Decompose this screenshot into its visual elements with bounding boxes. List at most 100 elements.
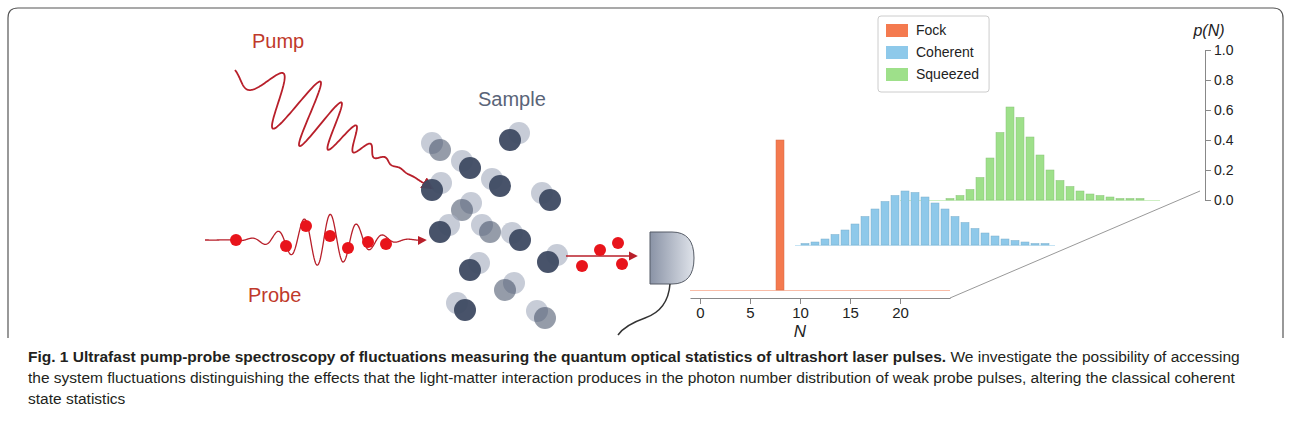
y-tick-label: 0.4 [1214, 132, 1234, 148]
bar [966, 190, 974, 201]
bar [941, 209, 949, 245]
legend-swatch [886, 24, 908, 37]
legend-label: Fock [916, 22, 947, 38]
x-tick: 20 [892, 298, 909, 321]
y-tick-mark [1205, 50, 1211, 51]
bar [936, 200, 944, 201]
caption: Fig. 1 Ultrafast pump-probe spectroscopy… [28, 346, 1263, 409]
bar [811, 242, 819, 245]
y-tick: 0.6 [1205, 102, 1234, 118]
bar [1046, 170, 1054, 200]
x-tick: 10 [792, 298, 809, 321]
bar [956, 196, 964, 201]
depth-edge [950, 191, 1200, 298]
pump-pulse [235, 70, 432, 188]
atom [537, 251, 559, 273]
legend-label: Squeezed [916, 66, 979, 82]
y-tick-label: 0.2 [1214, 162, 1234, 178]
bar [801, 244, 809, 246]
y-tick: 0.2 [1205, 162, 1234, 178]
legend-box [878, 16, 989, 92]
y-tick-label: 0.8 [1214, 72, 1234, 88]
photon [612, 237, 624, 249]
bar [946, 199, 954, 201]
bar [821, 239, 829, 245]
bar [996, 133, 1004, 201]
photon [342, 242, 354, 254]
photon [576, 260, 588, 272]
atom [539, 189, 561, 211]
photon [594, 244, 606, 256]
bar [971, 229, 979, 246]
atom [499, 129, 521, 151]
bar [1056, 181, 1064, 201]
bar [1036, 155, 1044, 200]
y-axis-title: p(N) [1192, 22, 1224, 39]
bar [1116, 199, 1124, 201]
diagram: Pump Probe Sample [205, 30, 694, 335]
bar [931, 203, 939, 245]
photon [300, 220, 312, 232]
bar [1041, 244, 1049, 246]
bar [1126, 199, 1134, 201]
photon [362, 236, 374, 248]
y-axis-line [1205, 51, 1206, 201]
bar [961, 223, 969, 246]
legend-label: Coherent [916, 44, 974, 60]
bar [1086, 194, 1094, 200]
figure: Pump Probe Sample 0 5 10 15 20 N 0.0 0.2 0.4 0.6 0.8 1… [0, 0, 1291, 340]
plot-area [776, 107, 1144, 290]
sample-label: Sample [478, 88, 546, 110]
atom [489, 175, 511, 197]
y-axis: 0.0 0.2 0.4 0.6 0.8 1.0 [1205, 42, 1234, 208]
bar [1001, 239, 1009, 245]
atom [421, 179, 443, 201]
x-tick: 5 [746, 298, 754, 321]
bar [1076, 191, 1084, 200]
y-tick-label: 0.0 [1214, 192, 1234, 208]
y-tick-mark [1205, 80, 1211, 81]
bar [1096, 196, 1104, 201]
bar [1031, 244, 1039, 246]
atom [459, 259, 481, 281]
x-tick-label: 15 [842, 304, 859, 321]
bar [891, 196, 899, 246]
probe-label: Probe [248, 284, 301, 306]
bar [881, 202, 889, 246]
bar [921, 197, 929, 245]
bar [911, 193, 919, 246]
photon [324, 230, 336, 242]
x-axis: 0 5 10 15 20 [691, 298, 951, 321]
pump-label: Pump [252, 30, 304, 52]
legend-swatch [886, 46, 908, 59]
atom [534, 307, 556, 329]
y-tick-mark [1205, 110, 1211, 111]
y-tick: 0.8 [1205, 72, 1234, 88]
bar [871, 209, 879, 245]
y-tick-mark [1205, 140, 1211, 141]
y-tick: 0.0 [1205, 192, 1234, 208]
y-tick-label: 0.6 [1214, 102, 1234, 118]
x-tick: 0 [696, 298, 704, 321]
bar [831, 235, 839, 246]
atom [454, 299, 476, 321]
y-tick-label: 1.0 [1214, 42, 1234, 58]
bar [841, 230, 849, 245]
bar [1026, 137, 1034, 200]
atom [459, 157, 481, 179]
bar [1021, 242, 1029, 245]
bar [986, 158, 994, 200]
y-tick: 1.0 [1205, 42, 1234, 58]
x-axis-title: N [794, 322, 807, 340]
photon [380, 238, 392, 250]
legend: Fock Coherent Squeezed [878, 16, 989, 92]
photon [616, 258, 628, 270]
atom [429, 139, 451, 161]
y-tick-mark [1205, 200, 1211, 201]
detector-cable [618, 284, 670, 335]
bar [776, 140, 784, 290]
y-tick: 0.4 [1205, 132, 1234, 148]
bar [981, 233, 989, 245]
bar [976, 178, 984, 201]
caption-title: Fig. 1 Ultrafast pump-probe spectroscopy… [28, 348, 946, 365]
